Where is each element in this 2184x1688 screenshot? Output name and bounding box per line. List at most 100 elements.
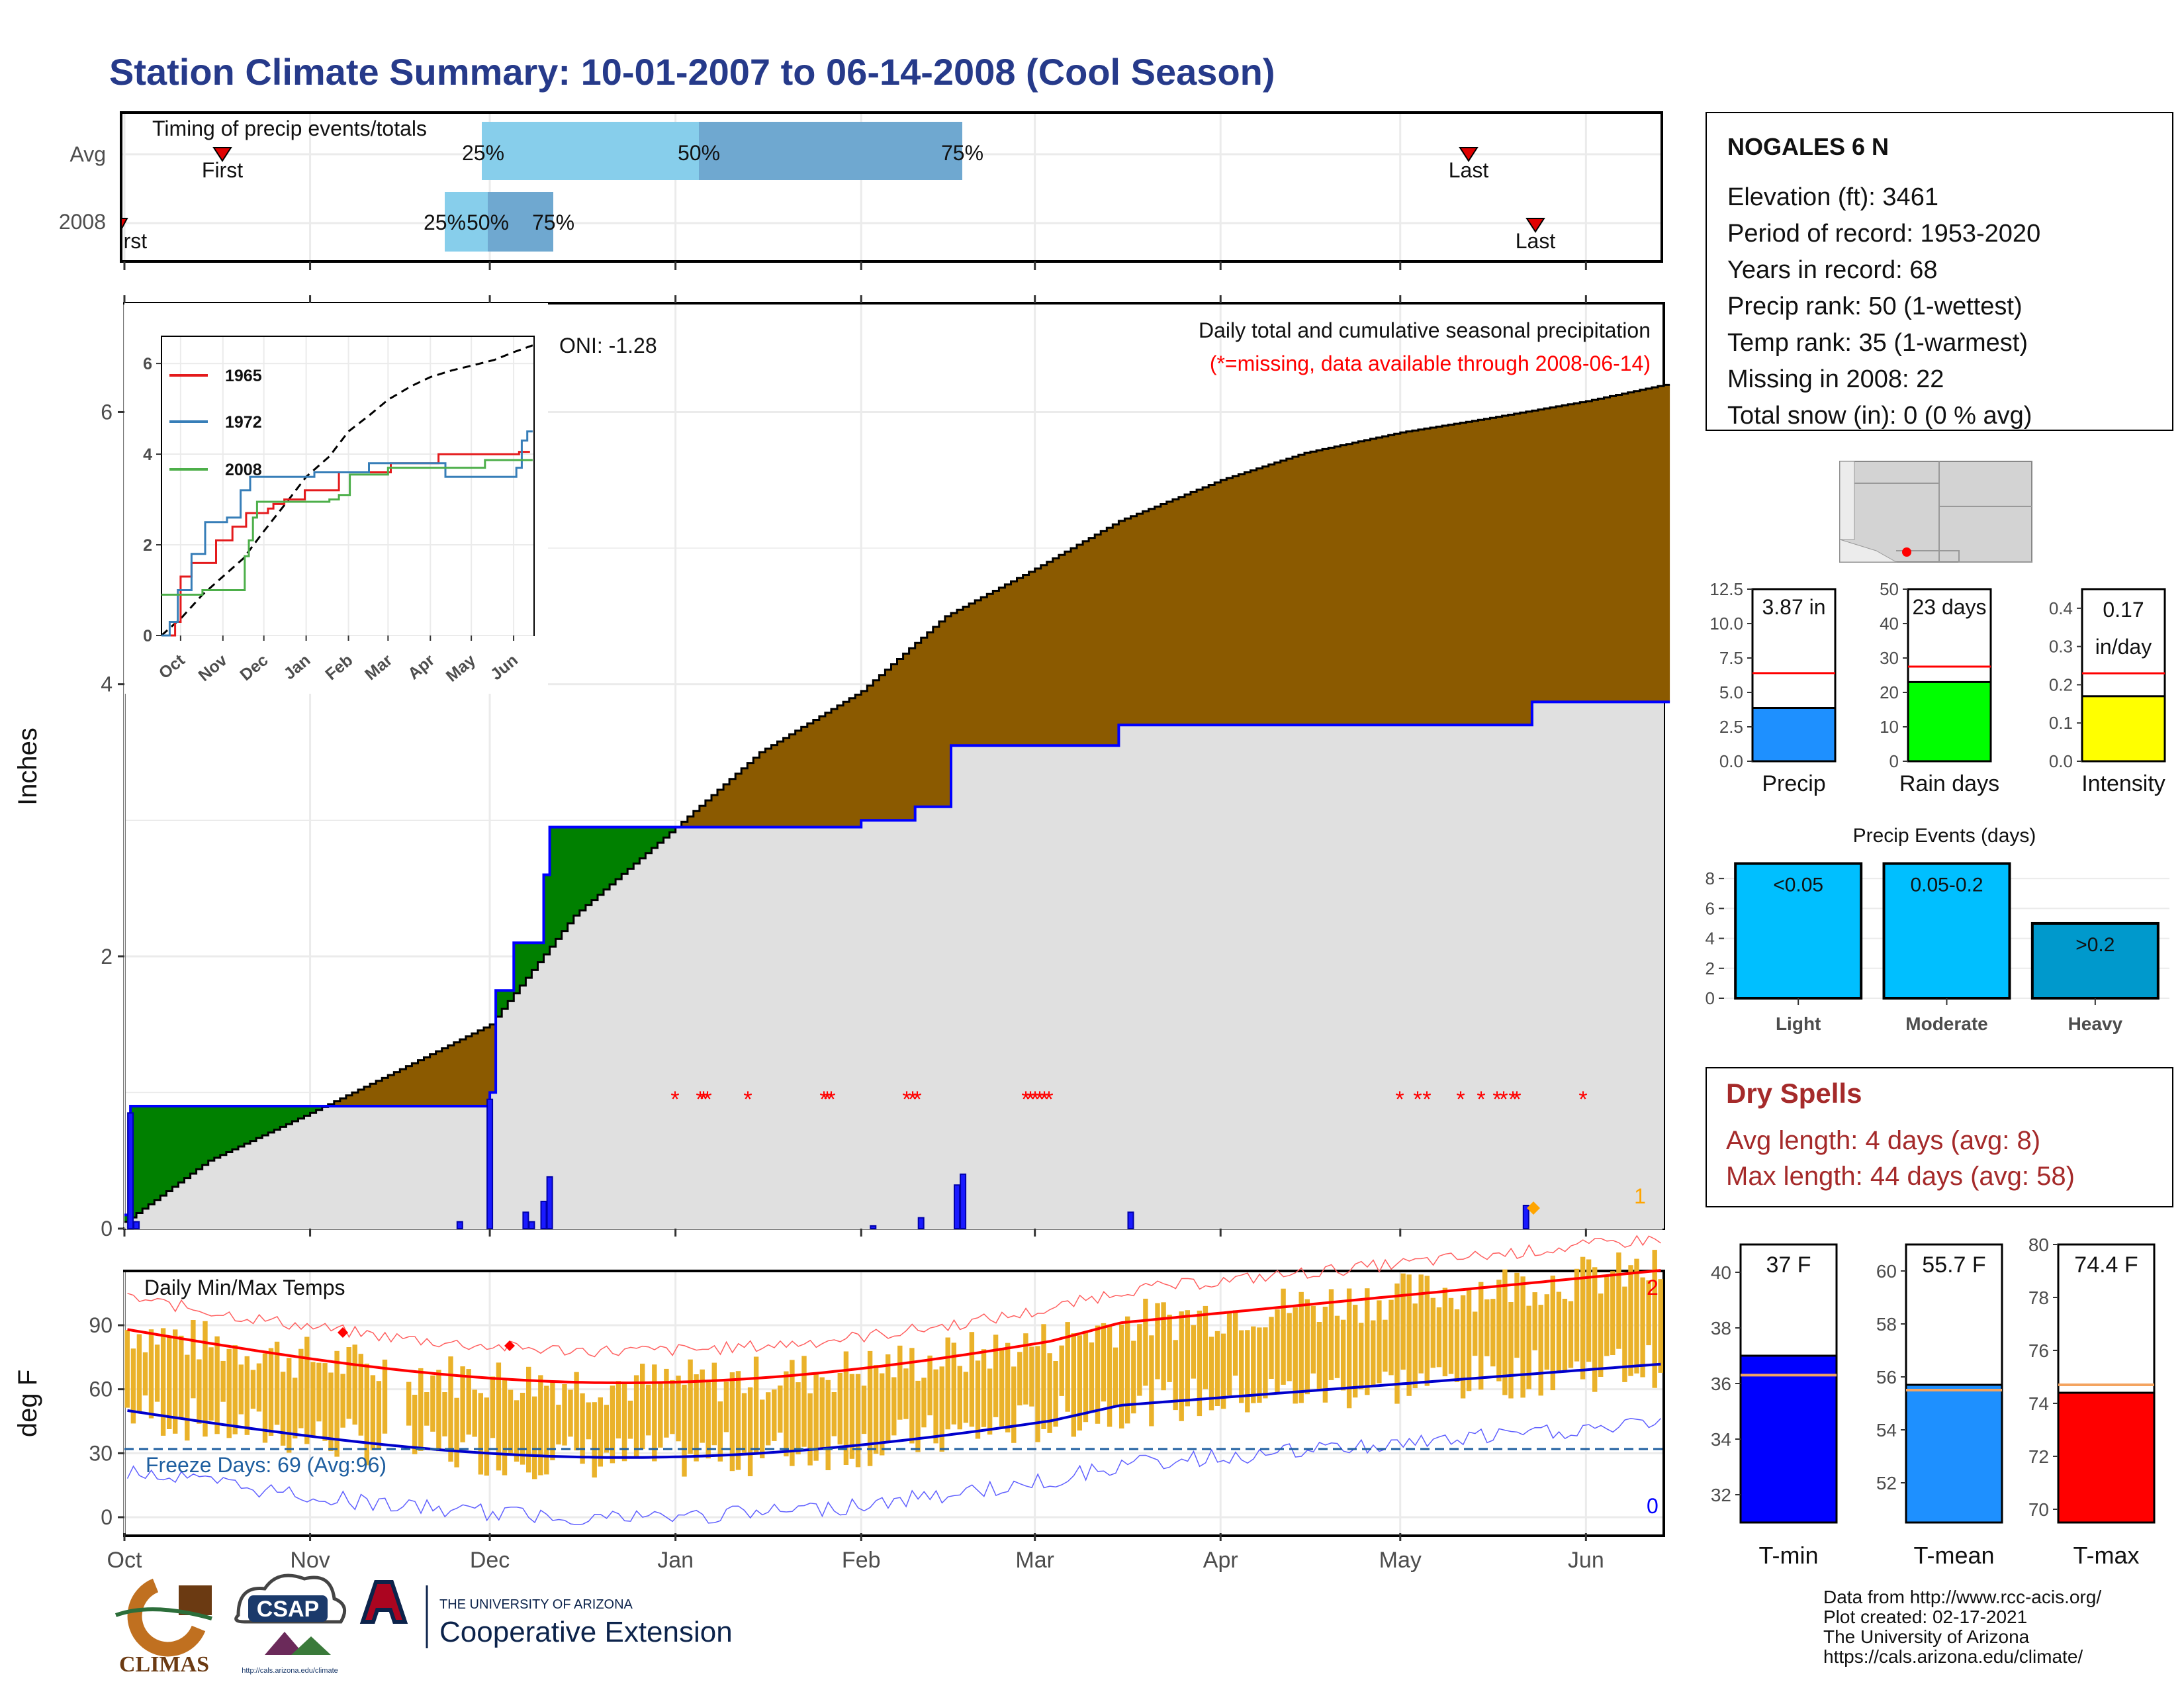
- inset-ytick-label-3: 6: [143, 355, 152, 373]
- timing-row-2008: 2008: [59, 210, 106, 234]
- daily-precip-bar-8: [870, 1225, 877, 1230]
- temp-range-bar-17: [226, 1348, 232, 1438]
- temp-grid: [123, 1272, 1662, 1534]
- temp-range-bar-93: [682, 1384, 687, 1477]
- temp-ytick-label-0: 0: [101, 1505, 113, 1529]
- temp-range-bar-181: [1208, 1336, 1214, 1411]
- temp-gauges: 32 34 36 38 40 37 F T-min 52 54 56 58 60 55.7 F T-mea…: [1711, 1235, 2156, 1569]
- timing-2008-first-clip: First: [106, 218, 147, 253]
- station-info-box: NOGALES 6 N Elevation (ft): 3461 Period o…: [1706, 112, 2173, 431]
- temp-range-bar-24: [268, 1348, 274, 1436]
- temp-range-bar-137: [945, 1337, 950, 1430]
- page-title: Station Climate Summary: 10-01-2007 to 0…: [109, 51, 1275, 93]
- temp-ytick-label-3: 90: [89, 1313, 113, 1337]
- temp-range-bar-237: [1544, 1294, 1549, 1370]
- temp-range-bar-29: [298, 1348, 304, 1429]
- timing-avg-last-marker: [1459, 147, 1479, 162]
- timing-2008-last: Last: [1516, 229, 1556, 253]
- temp-range-bar-13: [203, 1321, 208, 1437]
- temp-range-bar-89: [658, 1382, 663, 1448]
- inset-line-2008: [161, 459, 533, 596]
- missing-star-20: *: [1456, 1087, 1465, 1112]
- month-label-0: Oct: [107, 1548, 142, 1573]
- missing-star-6: *: [823, 1087, 831, 1112]
- gauge-0-tick-label-3: 7.5: [1719, 648, 1743, 668]
- temp-gauge-0-tick-label-2: 36: [1711, 1374, 1731, 1394]
- temp-range-bar-158: [1071, 1333, 1076, 1437]
- temp-range-bar-98: [711, 1362, 717, 1446]
- gauge-label-2: Intensity: [2081, 771, 2165, 796]
- timing-avg-last: Last: [1449, 158, 1489, 182]
- temp-range-bar-150: [1023, 1333, 1028, 1405]
- temp-range-bar-206: [1359, 1323, 1364, 1389]
- temp-range-bar-91: [670, 1380, 675, 1434]
- gauge-2-tick-label-1: 0.1: [2049, 713, 2073, 733]
- month-label-1: Nov: [290, 1548, 330, 1573]
- temp-gauge-2-tick-label-2: 74: [2028, 1393, 2049, 1414]
- temp-range-bar-26: [280, 1372, 286, 1446]
- temp-range-bar-83: [621, 1382, 627, 1462]
- precip-ytick-label-3: 6: [101, 400, 113, 424]
- temp-range-bar-205: [1353, 1305, 1358, 1398]
- temp-range-bar-121: [849, 1374, 855, 1459]
- inset-average-line: [161, 344, 533, 637]
- temp-range-bar-65: [514, 1400, 520, 1462]
- temp-range-bar-225: [1473, 1311, 1478, 1356]
- temp-range-bar-32: [316, 1362, 322, 1422]
- daily-precip-bar-9: [917, 1217, 925, 1229]
- temp-range-bar-110: [784, 1371, 789, 1457]
- events-bar-label-1: 0.05-0.2: [1910, 874, 1983, 896]
- timing-2008-last-marker: [1525, 218, 1545, 233]
- daily-precip-bars: [127, 1098, 1529, 1230]
- missing-star-26: *: [1578, 1087, 1587, 1112]
- temp-range-bar-211: [1388, 1299, 1394, 1376]
- temp-range-bar-118: [831, 1392, 837, 1436]
- missing-star-23: *: [1499, 1087, 1508, 1112]
- daily-precip-bar-3: [486, 1098, 494, 1229]
- temp-range-bar-96: [700, 1369, 705, 1443]
- temp-range-bar-72: [556, 1405, 561, 1445]
- temp-gauge-label-1: T-mean: [1913, 1542, 1994, 1569]
- temp-range-bar-192: [1275, 1309, 1280, 1393]
- temp-gauge-1-tick-label-3: 58: [1876, 1314, 1897, 1335]
- temp-range-bar-11: [191, 1320, 196, 1399]
- surplus-area: [124, 827, 676, 1222]
- temp-range-bar-210: [1383, 1319, 1388, 1372]
- oni-value: ONI: -1.28: [559, 334, 657, 357]
- location-map: [1839, 461, 2032, 563]
- temp-range-bar-230: [1502, 1269, 1508, 1395]
- temp-range-bar-87: [646, 1384, 651, 1436]
- climas-text: CLIMAS: [119, 1652, 209, 1677]
- temp-range-bar-99: [717, 1401, 723, 1462]
- temp-range-bar-176: [1179, 1311, 1184, 1421]
- temp-range-bar-163: [1101, 1323, 1107, 1402]
- temp-range-bar-203: [1340, 1319, 1346, 1391]
- avg-min-temp-line: [127, 1362, 1661, 1459]
- precip-events-chart: Precip Events (days) 0 2 4 6 8 <0.05 Light 0.05…: [1706, 825, 2169, 1034]
- temp-range-bar-25: [274, 1341, 280, 1425]
- temp-bottom-count: 0: [1647, 1494, 1659, 1518]
- gauge-1-tick-label-2: 20: [1880, 682, 1899, 702]
- timing-avg-p75: 75%: [941, 141, 983, 165]
- temp-range-bar-15: [214, 1336, 220, 1434]
- temp-range-bar-114: [807, 1393, 813, 1466]
- temp-range-bar-193: [1281, 1288, 1286, 1385]
- temp-range-bar-207: [1365, 1288, 1370, 1395]
- precip-legend-line1: Daily total and cumulative seasonal prec…: [1199, 318, 1651, 342]
- month-axis: Oct Nov Dec Jan Feb Mar Apr May Jun: [107, 1533, 1604, 1573]
- precip-diamond-marker: [1527, 1201, 1540, 1215]
- gauge-2-tick-label-0: 0.0: [2049, 751, 2073, 771]
- temp-range-bar-36: [340, 1374, 345, 1428]
- temp-range-bar-152: [1035, 1346, 1040, 1442]
- temp-range-bar-208: [1371, 1320, 1376, 1386]
- temp-range-bar-246: [1598, 1293, 1604, 1377]
- temp-range-bar-34: [328, 1372, 334, 1452]
- temp-range-bar-135: [933, 1369, 938, 1444]
- temp-range-bar-120: [843, 1351, 849, 1465]
- temp-range-bar-54: [448, 1356, 453, 1462]
- timing-2008-first: First: [106, 229, 147, 253]
- temp-range-bar-226: [1479, 1282, 1484, 1390]
- temp-range-bar-217: [1424, 1276, 1430, 1386]
- temp-gauge-1-tick-label-1: 54: [1876, 1420, 1897, 1440]
- temp-range-bar-9: [179, 1335, 184, 1419]
